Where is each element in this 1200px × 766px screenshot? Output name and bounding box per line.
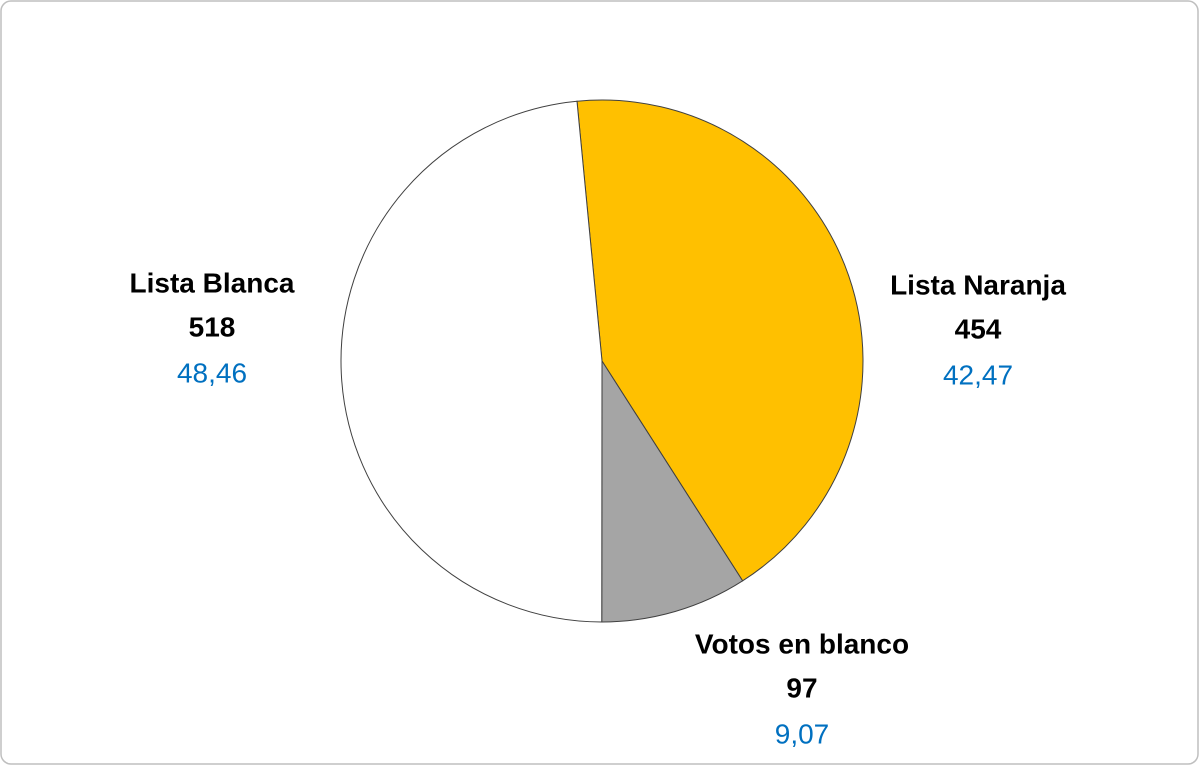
pie-slice: [601, 359, 744, 623]
slice-percent: 9,07: [775, 718, 830, 749]
slice-label: Lista Blanca: [130, 267, 295, 298]
pie-slice: [576, 99, 864, 582]
slice-value: 97: [786, 672, 817, 703]
slice-value: 518: [189, 311, 236, 342]
slice-label: Lista Naranja: [890, 269, 1066, 300]
pie-slice: [340, 100, 603, 623]
slice-label: Votos en blanco: [695, 628, 909, 659]
slice-percent: 48,46: [177, 357, 247, 388]
slice-percent: 42,47: [943, 359, 1013, 390]
slice-value: 454: [955, 313, 1002, 344]
